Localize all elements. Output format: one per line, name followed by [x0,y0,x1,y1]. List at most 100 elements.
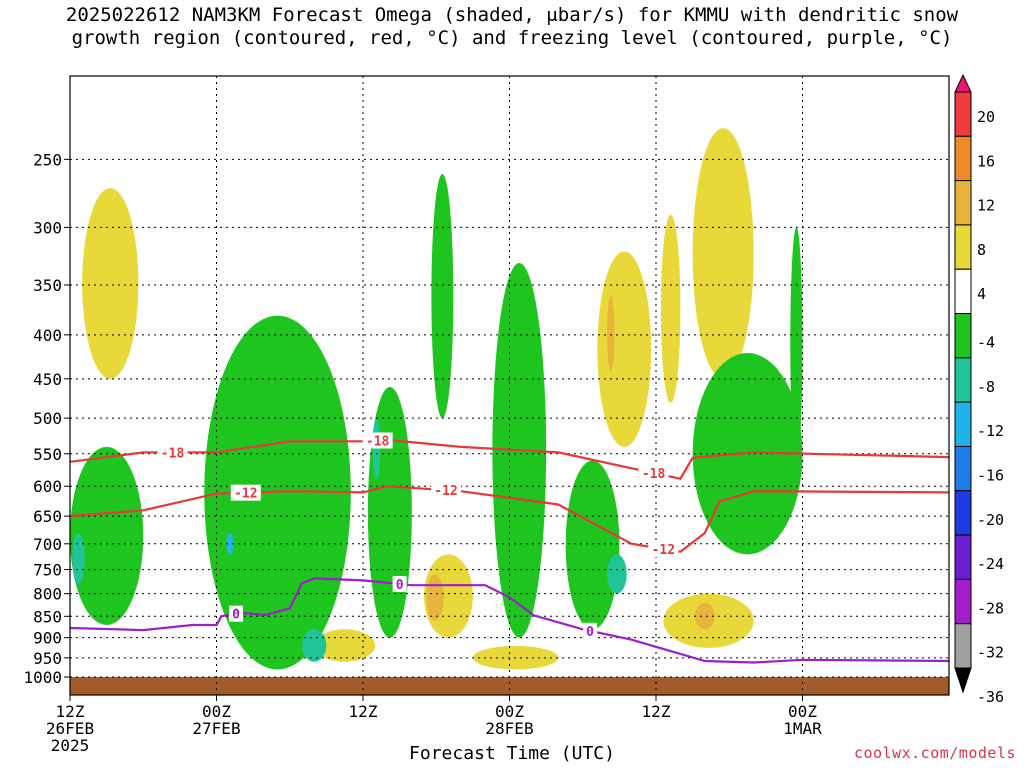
omega-region--4-5 [565,460,620,630]
label-minus18-a: -18 [161,446,185,461]
colorbar-label-4: 4 [977,285,986,303]
colorbar-segment-11 [954,534,972,580]
y-tick-label-850: 850 [33,607,62,626]
y-tick-label-450: 450 [33,370,62,389]
label-freezing-a-bg [229,605,244,622]
label-minus12-c: -12 [652,543,675,558]
colorbar-label-0: 20 [977,108,995,126]
label-freezing-b: 0 [396,578,404,593]
colorbar-segment-9 [954,445,972,492]
y-tick-label-600: 600 [33,477,62,496]
contour-freezing [70,577,949,664]
y-tick-label-650: 650 [33,507,62,526]
x-tick-label-6-2: 27FEB [192,719,240,738]
chart-title: 2025022612 NAM3KM Forecast Omega (shaded… [0,4,1024,50]
colorbar-segment-13 [954,623,972,669]
label-minus18-c: -18 [642,467,666,482]
colorbar-label-9: -20 [977,511,1004,529]
colorbar-label-6: -8 [977,378,995,396]
colorbar-label-1: 16 [977,152,995,170]
colorbar-segment-5 [954,268,972,315]
label-minus12-b: -12 [434,484,457,499]
x-tick-label-30-1: 00Z [788,702,817,721]
x-tick-label-12-1: 12Z [349,702,378,721]
label-minus18-c-bg [638,465,669,482]
chart-title-line1: 2025022612 NAM3KM Forecast Omega (shaded… [65,4,959,26]
colorbar-segment-4 [954,224,972,270]
label-freezing-c-bg [583,622,598,639]
y-tick-label-750: 750 [33,561,62,580]
colorbar-label-8: -16 [977,466,1004,484]
label-minus18-b: -18 [366,434,390,449]
omega-region--8-0 [72,532,85,585]
x-tick-label-0-2: 26FEB [46,719,94,738]
contour-minus12 [70,485,949,553]
colorbar-segment-2 [954,135,972,182]
colorbar-label-10: -24 [977,555,1004,573]
y-tick-label-900: 900 [33,629,62,648]
colorbar-top-arrow [954,73,972,93]
label-minus12-b-bg [431,482,462,499]
x-tick-label-30-2: 1MAR [783,719,822,738]
surface-fill [70,677,949,695]
colorbar-segment-12 [954,578,972,625]
y-tick-label-400: 400 [33,326,62,345]
x-tick-label-6-1: 00Z [202,702,231,721]
site-credit: coolwx.com/models [853,744,1016,762]
omega-region--4-0 [70,446,144,625]
omega-region-4-3 [660,214,681,403]
x-tick-label-18-1: 00Z [495,702,524,721]
y-tick-label-800: 800 [33,585,62,604]
contours: -18 -12 -18 -12 -18 -12 0 0 0 [70,432,949,664]
colorbar-label-7: -12 [977,422,1004,440]
colorbar-bottom-arrow [954,667,972,694]
x-tick-label-0-1: 12Z [56,702,85,721]
colorbar-segment-6 [954,313,972,359]
omega-shading [70,128,803,670]
y-tick-label-350: 350 [33,276,62,295]
omega-region--4-3 [431,173,454,419]
omega-region-4-1 [597,251,652,447]
contour-minus18 [70,438,949,480]
y-tick-label-950: 950 [33,649,62,668]
colorbar-label-3: 8 [977,241,986,259]
colorbar-label-2: 12 [977,197,995,215]
x-tick-label-0-3: 2025 [51,736,90,755]
colorbar-segment-3 [954,180,972,226]
colorbar-segment-10 [954,490,972,536]
axes: 250 300 350 400 450 500 550 600 650 700 750 800 850 9… [23,75,950,755]
colorbar-label-11: -28 [977,599,1004,617]
label-freezing-a: 0 [232,608,240,623]
surface-ground [70,677,949,695]
label-freezing-c: 0 [586,625,594,640]
omega-region--12-0 [226,532,234,555]
x-tick-label-24-1: 12Z [642,702,671,721]
label-minus18-a-bg [157,444,188,461]
colorbar-label-13: -36 [977,688,1004,706]
label-minus18-b-bg [362,432,393,449]
y-tick-label-700: 700 [33,535,62,554]
y-tick-label-1000: 1000 [23,668,62,687]
colorbar-segment-8 [954,401,972,447]
omega-region--8-3 [607,554,627,594]
y-tick-label-550: 550 [33,445,62,464]
x-tick-label-18-2: 28FEB [485,719,533,738]
omega-region--4-7 [790,227,803,461]
label-minus12-a-bg [230,484,261,501]
colorbar-segment-1 [954,91,972,137]
x-axis-label: Forecast Time (UTC) [409,743,615,764]
colorbar-label-12: -32 [977,644,1004,662]
omega-region-8-1 [426,574,444,621]
omega-region-4-0 [82,188,139,379]
colorbar-segment-7 [954,357,972,403]
y-tick-label-250: 250 [33,150,62,169]
label-freezing-b-bg [392,575,407,592]
colorbar-label-5: -4 [977,334,995,352]
colorbar: 20 16 12 8 4 -4 -8 -12 -16 -20 -24 -28 -32 -36 [954,73,1004,706]
chart-title-line2: growth region (contoured, red, °C) and f… [71,27,953,49]
omega-region--8-1 [301,629,327,662]
y-tick-label-300: 300 [33,218,62,237]
label-minus12-c-bg [648,540,679,557]
omega-region-8-2 [607,295,615,371]
